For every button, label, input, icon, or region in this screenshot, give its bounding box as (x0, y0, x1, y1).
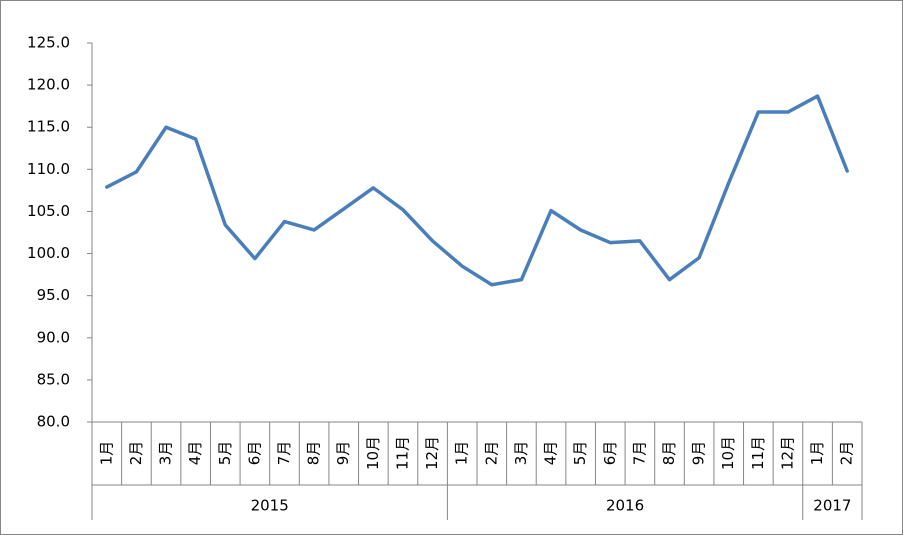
x-tick-label: 1月 (453, 441, 471, 466)
y-tick-label: 125.0 (27, 34, 70, 52)
y-tick-label: 95.0 (37, 286, 70, 304)
x-tick-label: 2月 (127, 441, 145, 466)
x-tick-label: 3月 (512, 441, 530, 466)
x-tick-label: 8月 (305, 441, 323, 466)
x-tick-label: 4月 (186, 441, 204, 466)
y-tick-label: 120.0 (27, 76, 70, 94)
y-tick-label: 85.0 (37, 370, 70, 388)
y-tick-label: 115.0 (27, 118, 70, 136)
y-tick-label: 100.0 (27, 244, 70, 262)
x-tick-label: 5月 (571, 441, 589, 466)
x-tick-label: 12月 (778, 436, 796, 470)
x-tick-label: 6月 (601, 441, 619, 466)
x-tick-label: 2月 (482, 441, 500, 466)
x-tick-label: 8月 (660, 441, 678, 466)
x-tick-label: 7月 (630, 441, 648, 466)
x-tick-label: 2月 (838, 441, 856, 466)
x-tick-label: 7月 (275, 441, 293, 466)
x-tick-label: 5月 (216, 441, 234, 466)
x-tick-label: 1月 (97, 441, 115, 466)
y-tick-label: 110.0 (27, 160, 70, 178)
x-tick-label: 11月 (749, 436, 767, 470)
x-tick-label: 9月 (690, 441, 708, 466)
x-tick-label: 3月 (157, 441, 175, 466)
group-label: 2017 (813, 497, 851, 515)
y-tick-label: 90.0 (37, 328, 70, 346)
line (105, 94, 849, 287)
x-tick-label: 6月 (245, 441, 263, 466)
group-label: 2016 (606, 497, 644, 515)
group-label: 2015 (251, 497, 289, 515)
y-tick-label: 80.0 (37, 413, 70, 431)
x-tick-label: 12月 (423, 436, 441, 470)
y-tick-label: 105.0 (27, 202, 70, 220)
x-tick-label: 10月 (719, 436, 737, 470)
x-tick-label: 1月 (808, 441, 826, 466)
x-tick-label: 10月 (364, 436, 382, 470)
x-tick-label: 11月 (393, 436, 411, 470)
x-tick-label: 4月 (542, 441, 560, 466)
x-tick-label: 9月 (334, 441, 352, 466)
